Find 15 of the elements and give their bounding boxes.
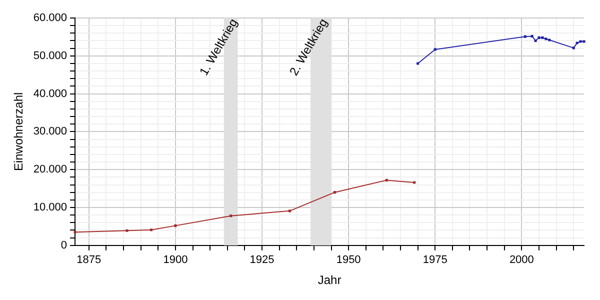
y-tick-label: 20.000 (33, 164, 68, 176)
x-axis-title: Jahr (318, 273, 342, 288)
x-tick-label: 1950 (336, 254, 361, 266)
y-axis-title: Einwohnerzahl (12, 92, 26, 172)
x-tick-label: 2000 (509, 254, 534, 266)
y-tick-label: 40.000 (33, 88, 68, 100)
y-tick-label: 60.000 (33, 12, 68, 24)
x-tick-label: 1900 (163, 254, 188, 266)
x-tick-label: 1875 (76, 254, 102, 266)
y-tick-label: 10.000 (33, 202, 68, 214)
y-tick-label: 30.000 (33, 126, 68, 138)
y-tick-label: 50.000 (33, 50, 68, 62)
x-tick-label: 1975 (422, 254, 448, 266)
y-tick-label: 0 (60, 239, 68, 252)
x-tick-label: 1925 (250, 254, 274, 266)
